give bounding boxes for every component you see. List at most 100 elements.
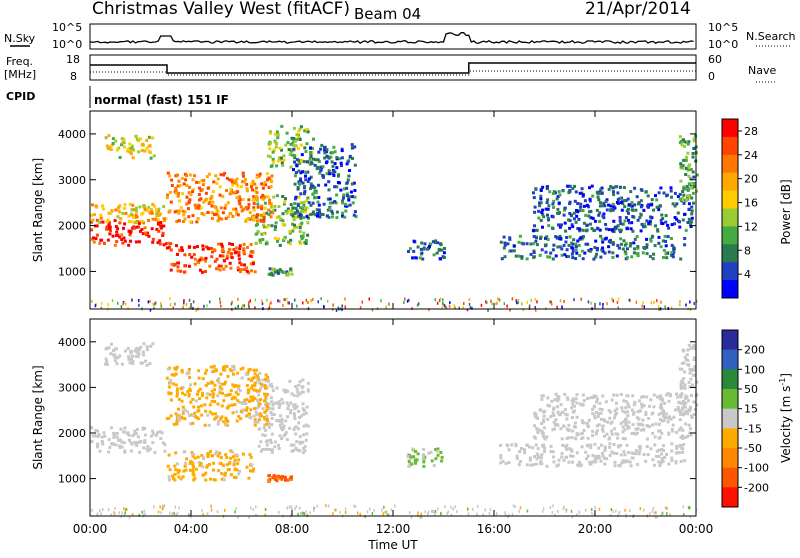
scatter-cell-10-132: [601, 246, 605, 250]
scatter-cell-1-13: [247, 271, 251, 275]
scatter-cell-10-51: [574, 242, 578, 246]
scatter-cell-10-4: [666, 235, 670, 239]
scatter-cell-4-94: [229, 212, 233, 215]
scatter-cell-11-42: [556, 195, 560, 199]
colorbar-tick-label-4: -15: [744, 422, 762, 435]
scatter-cell-11-96: [659, 186, 663, 190]
scatter-cell-5-61: [269, 130, 272, 134]
scatter-cell-3-22: [154, 218, 158, 222]
scatter-cell-2-133: [293, 414, 297, 418]
scatter-cell-6-4: [436, 447, 440, 451]
scatter-cell-8-324: [686, 435, 690, 438]
scatter-cell-11-319: [644, 190, 648, 194]
colorbar-swatch-1: [722, 136, 738, 156]
noise-cell-91: [624, 508, 626, 512]
scatter-cell-3-228: [188, 387, 192, 391]
noise-cell-184: [279, 299, 281, 303]
scatter-cell-7-38: [585, 457, 589, 461]
noise-cell-12: [488, 511, 491, 515]
scatter-cell-3-195: [183, 408, 187, 412]
scatter-cell-7-18: [299, 171, 303, 175]
scatter-cell-7-62: [326, 208, 330, 212]
noise-cell-35: [551, 511, 554, 514]
scatter-cell-5-24: [279, 476, 283, 479]
scatter-cell-1-49: [222, 267, 226, 271]
scatter-cell-8-302: [608, 436, 612, 440]
scatter-cell-7-173: [347, 196, 351, 200]
scatter-cell-11-267: [558, 225, 562, 229]
noise-cell-173: [305, 298, 308, 302]
scatter-cell-4-41: [105, 363, 109, 367]
scatter-cell-4-200: [182, 182, 186, 186]
scatter-cell-10-99: [636, 245, 640, 248]
scatter-cell-1-79: [208, 463, 211, 466]
noise-cell-63: [570, 509, 573, 513]
scatter-cell-9-25: [423, 242, 427, 246]
scatter-cell-3-27: [231, 383, 235, 387]
scatter-cell-4-66: [216, 177, 220, 181]
scatter-cell-10-63: [595, 248, 599, 252]
scatter-cell-4-179: [185, 174, 188, 178]
scatter-cell-5-18: [293, 156, 297, 160]
scatter-cell-1-63: [216, 454, 220, 458]
scatter-cell-3-70: [157, 213, 161, 217]
scatter-cell-6-32: [135, 137, 139, 141]
scatter-cell-0-26: [127, 433, 131, 437]
noise-cell-49: [366, 510, 369, 514]
scatter-cell-1-126: [250, 463, 254, 467]
scatter-cell-3-2: [157, 207, 161, 211]
scatter-cell-7-54: [348, 169, 351, 172]
scatter-cell-5-31: [280, 161, 284, 165]
scatter-cell-3-226: [213, 400, 217, 403]
scatter-cell-1-114: [170, 262, 174, 266]
scatter-cell-8-106: [615, 401, 618, 405]
scatter-cell-4-211: [260, 182, 264, 186]
scatter-cell-1-52: [201, 244, 205, 248]
scatter-cell-8-170: [553, 427, 556, 431]
noise-cell-56: [373, 508, 375, 512]
scatter-cell-7-208: [307, 177, 311, 181]
scatter-cell-8-272: [565, 417, 569, 421]
scatter-cell-4-162: [256, 217, 260, 221]
noise-cell-14: [417, 302, 420, 306]
scatter-cell-11-159: [552, 190, 556, 194]
scatter-cell-9-15: [411, 256, 415, 260]
scatter-cell-2-70: [299, 210, 303, 214]
scatter-cell-11-74: [629, 190, 633, 194]
scatter-cell-0-75: [122, 226, 125, 230]
scatter-cell-9-33: [431, 240, 435, 244]
noise-cell-49: [517, 298, 520, 302]
scatter-cell-0-65: [120, 445, 124, 449]
scatter-cell-4-64: [196, 217, 200, 220]
scatter-cell-2-65: [298, 440, 302, 444]
scatter-cell-1-21: [196, 455, 200, 459]
scatter-cell-5-27: [273, 140, 277, 144]
scatter-cell-4-47: [211, 211, 215, 215]
scatter-cell-2-20: [299, 234, 303, 238]
scatter-cell-11-88: [545, 201, 549, 205]
scatter-cell-5-25: [271, 476, 275, 480]
scatter-cell-2-28: [277, 205, 281, 209]
scatter-cell-7-189: [294, 171, 298, 175]
scatter-cell-10-200: [555, 236, 559, 240]
scatter-cell-9-29: [438, 257, 442, 261]
scatter-cell-10-185: [556, 245, 560, 249]
scatter-cell-5-74: [276, 133, 280, 137]
scatter-cell-3-23: [121, 211, 125, 215]
scatter-cell-3-33: [141, 211, 145, 215]
scatter-cell-4-244: [262, 216, 266, 219]
scatter-cell-8-73: [688, 427, 692, 431]
scatter-cell-12-62: [693, 185, 696, 189]
noise-cell-97: [403, 301, 405, 304]
scatter-cell-2-41: [298, 380, 302, 384]
noise-cell-11: [100, 512, 102, 516]
scatter-cell-8-46: [675, 392, 679, 396]
scatter-cell-4-254: [228, 178, 232, 182]
scatter-cell-6-55: [116, 148, 119, 152]
scatter-cell-6-3: [145, 139, 149, 142]
scatter-cell-4-42: [206, 186, 210, 190]
scatter-cell-7-15: [499, 443, 503, 447]
scatter-cell-0-62: [147, 234, 151, 238]
scatter-cell-6-32: [411, 447, 415, 451]
scatter-cell-3-64: [231, 364, 235, 368]
